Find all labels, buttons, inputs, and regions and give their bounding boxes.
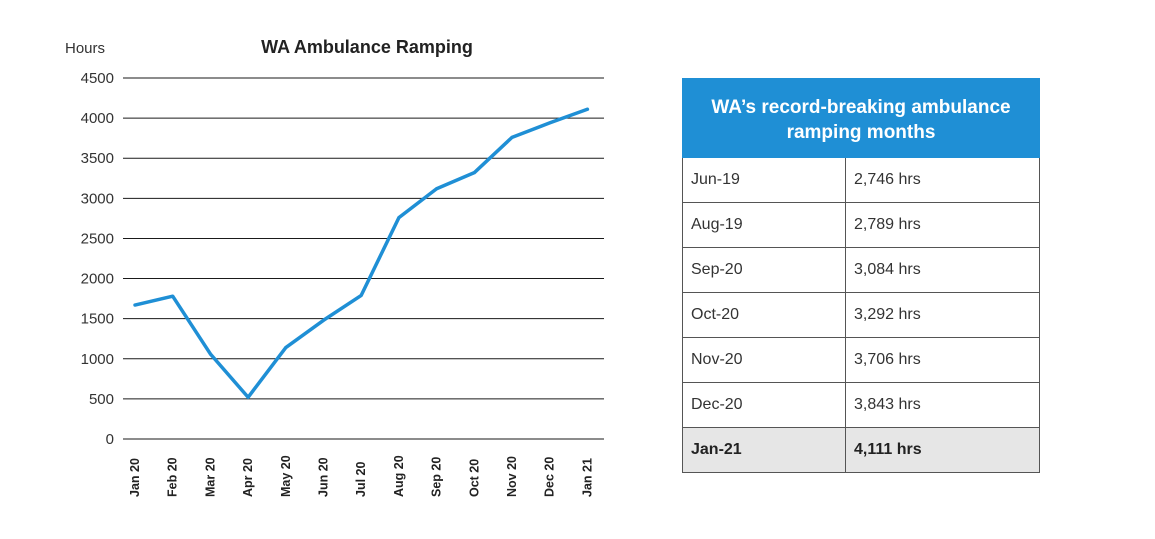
y-tick-label: 1500 [81,311,114,328]
x-tick-label: Jan 20 [128,458,142,497]
data-point [435,187,439,191]
y-tick-labels: 0 500 1000 1500 2000 2500 3000 3500 4000 4500 [81,70,114,448]
data-point [322,318,325,322]
y-tick-label: 500 [89,391,114,408]
data-point [284,346,288,350]
y-tick-label: 2000 [81,271,114,288]
y-tick-label: 3000 [81,190,114,207]
gridlines [123,77,604,440]
data-point [359,293,363,297]
series-line-path [133,107,590,400]
data-point [208,352,212,356]
y-tick-label: 4500 [81,70,114,87]
x-tick-label: Feb 20 [166,457,180,497]
data-point [246,395,250,399]
y-tick-label: 3500 [81,150,114,167]
data-point [510,135,514,139]
ambulance-ramping-line-chart: Hours WA Ambulance Ramping 0 500 1000 1500 2… [65,37,604,497]
x-tick-label: Jul 20 [354,462,368,497]
x-tick-label: Oct 20 [467,459,481,497]
data-point [397,216,401,220]
table-row: Jan-21 4,111 hrs [682,427,1040,473]
month-cell: Aug-19 [682,202,846,248]
table-row: Sep-20 3,084 hrs [682,247,1040,293]
data-point [548,121,552,125]
y-axis-label: Hours [65,40,105,57]
x-tick-label: Jun 20 [317,457,331,497]
month-cell: Dec-20 [682,382,846,428]
y-tick-label: 0 [106,431,114,448]
x-tick-labels: Jan 20 Feb 20 Mar 20 Apr 20 May 20 Jun 20 Jul … [128,455,594,497]
y-tick-label: 1000 [81,351,114,368]
y-tick-label: 2500 [81,230,114,247]
hours-cell: 3,084 hrs [845,247,1040,293]
x-tick-label: Apr 20 [241,458,255,497]
data-point [133,303,137,307]
hours-cell: 2,746 hrs [845,157,1040,203]
table-row: Dec-20 3,843 hrs [682,382,1040,428]
x-tick-label: Nov 20 [505,456,519,497]
chart-title: WA Ambulance Ramping [261,37,473,57]
hours-cell: 2,789 hrs [845,202,1040,248]
month-cell: Jan-21 [682,427,846,473]
hours-cell: 4,111 hrs [845,427,1040,473]
series-line [133,107,590,400]
hours-cell: 3,843 hrs [845,382,1040,428]
x-tick-label: Mar 20 [203,457,217,497]
month-cell: Jun-19 [682,157,846,203]
x-tick-label: Dec 20 [543,457,557,497]
month-cell: Nov-20 [682,337,846,383]
table-title: WA’s record-breaking ambulance ramping m… [682,78,1040,158]
x-tick-label: Jan 21 [580,458,594,497]
table-row: Aug-19 2,789 hrs [682,202,1040,248]
hours-cell: 3,706 hrs [845,337,1040,383]
data-point [472,171,476,175]
table-row: Jun-19 2,746 hrs [682,157,1040,203]
x-tick-label: Aug 20 [392,455,406,497]
x-tick-label: Sep 20 [430,457,444,497]
y-tick-label: 4000 [81,110,114,127]
month-cell: Sep-20 [682,247,846,293]
table-row: Oct-20 3,292 hrs [682,292,1040,338]
hours-cell: 3,292 hrs [845,292,1040,338]
record-ramping-table: WA’s record-breaking ambulance ramping m… [682,78,1040,473]
table-row: Nov-20 3,706 hrs [682,337,1040,383]
data-point [171,294,175,298]
x-tick-label: May 20 [279,455,293,497]
month-cell: Oct-20 [682,292,846,338]
data-point [585,107,589,111]
